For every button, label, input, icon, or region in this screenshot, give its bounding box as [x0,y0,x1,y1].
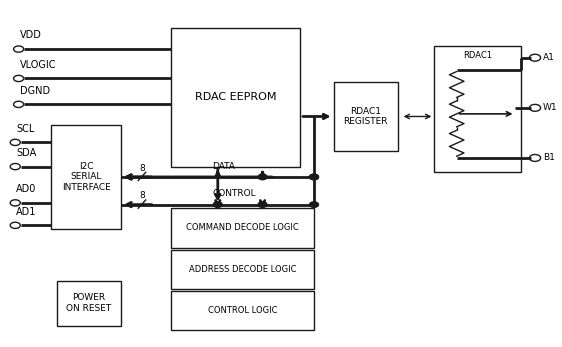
Text: VDD: VDD [20,31,42,41]
Bar [434,45,521,172]
Circle shape [310,202,319,208]
Circle shape [310,174,319,180]
Text: A1: A1 [543,53,555,62]
Circle shape [258,174,267,180]
Bar [171,291,314,330]
Bar [171,249,314,289]
Text: SDA: SDA [16,148,37,158]
Text: RDAC1
REGISTER: RDAC1 REGISTER [343,107,388,126]
Text: B1: B1 [543,153,555,162]
Bar [171,28,300,167]
Text: POWER
ON RESET: POWER ON RESET [66,294,111,313]
Text: 8: 8 [139,192,145,201]
Circle shape [258,202,267,208]
Text: AD1: AD1 [16,207,37,217]
Text: DGND: DGND [20,86,50,96]
Text: AD0: AD0 [16,184,37,194]
Text: I2C
SERIAL
INTERFACE: I2C SERIAL INTERFACE [62,162,110,192]
Text: VLOGIC: VLOGIC [20,60,56,70]
Text: 8: 8 [139,164,145,173]
Text: RDAC1: RDAC1 [463,51,492,60]
Text: COMMAND DECODE LOGIC: COMMAND DECODE LOGIC [186,223,299,232]
Text: RDAC EEPROM: RDAC EEPROM [195,92,277,102]
Circle shape [310,174,319,180]
Text: CONTROL LOGIC: CONTROL LOGIC [208,306,278,315]
Bar [57,281,121,325]
Circle shape [214,202,222,208]
Text: SCL: SCL [16,124,35,134]
Text: ADDRESS DECODE LOGIC: ADDRESS DECODE LOGIC [189,265,296,274]
Text: W1: W1 [543,103,558,112]
Bar [51,125,121,229]
Text: CONTROL: CONTROL [212,189,256,198]
Bar [171,208,314,248]
Bar [334,82,398,151]
Text: DATA: DATA [212,162,235,171]
